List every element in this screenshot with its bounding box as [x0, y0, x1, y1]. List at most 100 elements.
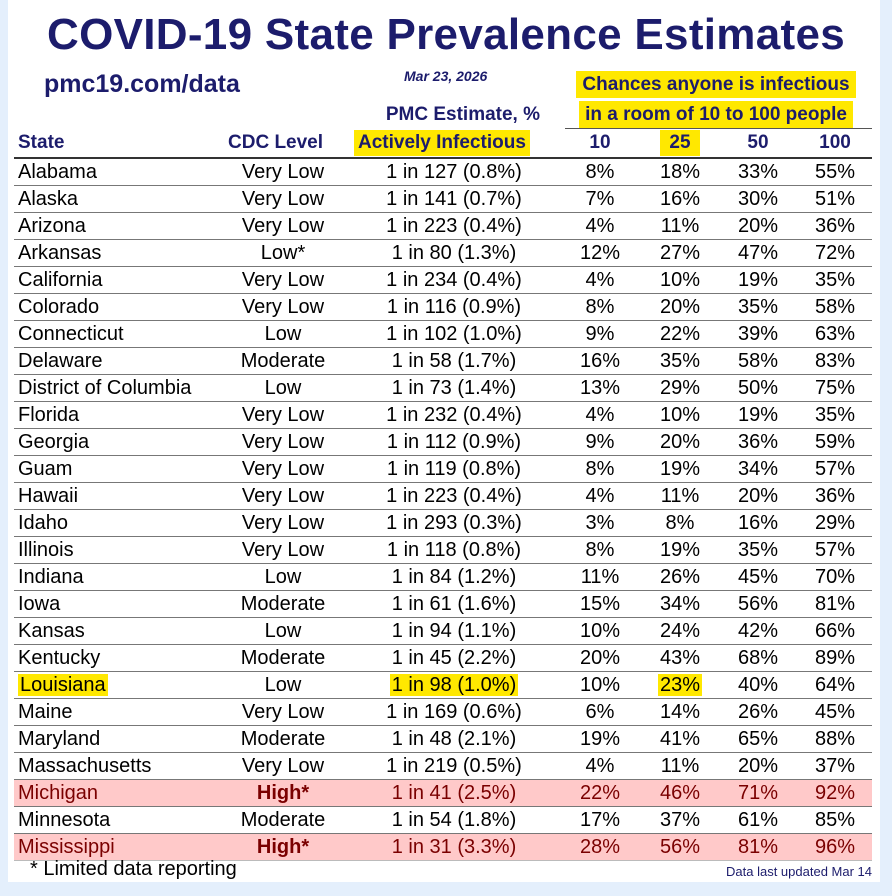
- table-row: Arkansas Low* 1 in 80 (1.3%) 12% 27% 47% 72%: [14, 239, 872, 267]
- chance-50-cell-text: 40%: [737, 674, 779, 696]
- chance-100-cell-text: 92%: [814, 782, 856, 804]
- state-cell: Idaho: [18, 510, 68, 536]
- chance-10-cell: 9%: [570, 429, 630, 455]
- chance-50-cell: 20%: [728, 213, 788, 239]
- state-cell-text: Mississippi: [18, 836, 115, 858]
- table-row: Delaware Moderate 1 in 58 (1.7%) 16% 35% 58% 8…: [14, 347, 872, 375]
- chance-25-cell-text: 43%: [659, 647, 701, 669]
- table-row: Maryland Moderate 1 in 48 (2.1%) 19% 41% 65% 8…: [14, 725, 872, 753]
- estimate-cell: 1 in 84 (1.2%): [369, 564, 539, 590]
- chance-100-cell-text: 35%: [814, 404, 856, 426]
- chance-25-cell: 41%: [650, 726, 710, 752]
- estimate-cell: 1 in 141 (0.7%): [369, 186, 539, 212]
- chance-50-cell-text: 39%: [737, 323, 779, 345]
- chance-10-cell-text: 7%: [585, 188, 615, 210]
- state-cell-text: Indiana: [18, 566, 84, 588]
- chance-10-cell-text: 4%: [585, 485, 615, 507]
- state-cell: Maryland: [18, 726, 100, 752]
- chance-50-cell-text: 50%: [737, 377, 779, 399]
- cdc-level-cell: Very Low: [214, 159, 352, 185]
- chance-25-cell: 37%: [650, 807, 710, 833]
- estimate-cell-text: 1 in 119 (0.8%): [386, 458, 522, 480]
- chance-50-cell-text: 35%: [737, 296, 779, 318]
- chance-50-cell-text: 61%: [737, 809, 779, 831]
- chance-25-cell: 8%: [650, 510, 710, 536]
- state-cell: Indiana: [18, 564, 84, 590]
- chance-100-cell: 89%: [805, 645, 865, 671]
- chance-100-cell: 88%: [805, 726, 865, 752]
- chance-50-cell: 47%: [728, 240, 788, 266]
- chance-25-cell: 11%: [650, 213, 710, 239]
- chance-50-cell-text: 65%: [737, 728, 779, 750]
- chance-25-cell-text: 27%: [659, 242, 701, 264]
- state-cell: Florida: [18, 402, 79, 428]
- table-row: Georgia Very Low 1 in 112 (0.9%) 9% 20% 36% 59…: [14, 428, 872, 456]
- estimate-cell-text: 1 in 232 (0.4%): [386, 404, 522, 426]
- state-cell-text: Arizona: [18, 215, 86, 237]
- chance-50-cell: 16%: [728, 510, 788, 536]
- estimate-cell: 1 in 234 (0.4%): [369, 267, 539, 293]
- cdc-level-cell: Low: [214, 375, 352, 401]
- chance-50-cell-text: 19%: [737, 404, 779, 426]
- chance-100-cell-text: 57%: [814, 539, 856, 561]
- cdc-level-cell: Moderate: [214, 807, 352, 833]
- chance-25-cell-text: 22%: [659, 323, 701, 345]
- estimate-cell: 1 in 73 (1.4%): [369, 375, 539, 401]
- chance-100-cell: 59%: [805, 429, 865, 455]
- estimate-cell-text: 1 in 102 (1.0%): [386, 323, 522, 345]
- chance-50-cell: 30%: [728, 186, 788, 212]
- chance-25-cell-text: 23%: [657, 674, 703, 696]
- chance-50-cell: 34%: [728, 456, 788, 482]
- chance-100-cell: 45%: [805, 699, 865, 725]
- chance-25-cell-text: 26%: [659, 566, 701, 588]
- estimate-cell: 1 in 31 (3.3%): [369, 834, 539, 860]
- chance-100-cell: 35%: [805, 402, 865, 428]
- chance-50-cell: 36%: [728, 429, 788, 455]
- state-cell: Alaska: [18, 186, 78, 212]
- cdc-level-cell: Moderate: [214, 591, 352, 617]
- cdc-level-cell-text: Low: [264, 566, 302, 588]
- cdc-level-cell: Very Low: [214, 429, 352, 455]
- chance-25-cell: 22%: [650, 321, 710, 347]
- chance-50-cell-text: 26%: [737, 701, 779, 723]
- state-cell: Louisiana: [18, 672, 108, 698]
- chance-10-cell: 20%: [570, 645, 630, 671]
- cdc-level-cell: Low*: [214, 240, 352, 266]
- chance-10-cell-text: 10%: [579, 620, 621, 642]
- state-cell: Iowa: [18, 591, 60, 617]
- chance-50-cell: 65%: [728, 726, 788, 752]
- chance-25-cell: 29%: [650, 375, 710, 401]
- chance-10-cell: 8%: [570, 456, 630, 482]
- cdc-level-cell-text: High*: [256, 782, 310, 804]
- state-cell: Mississippi: [18, 834, 115, 860]
- estimate-cell: 1 in 98 (1.0%): [369, 672, 539, 698]
- chance-50-cell-text: 36%: [737, 431, 779, 453]
- state-cell: Massachusetts: [18, 753, 151, 779]
- estimate-cell: 1 in 112 (0.9%): [369, 429, 539, 455]
- page-title: COVID-19 State Prevalence Estimates: [47, 10, 845, 59]
- cdc-level-cell: Very Low: [214, 402, 352, 428]
- chance-25-cell-text: 19%: [659, 458, 701, 480]
- chance-100-cell-text: 58%: [814, 296, 856, 318]
- table-row: Louisiana Low 1 in 98 (1.0%) 10% 23% 40% 64%: [14, 671, 872, 699]
- chance-10-cell: 11%: [570, 564, 630, 590]
- cdc-level-cell: Very Low: [214, 699, 352, 725]
- chance-25-cell-text: 24%: [659, 620, 701, 642]
- chance-10-cell: 4%: [570, 402, 630, 428]
- chance-100-cell: 29%: [805, 510, 865, 536]
- estimate-cell-text: 1 in 61 (1.6%): [391, 593, 517, 615]
- cdc-level-cell: High*: [214, 780, 352, 806]
- chance-100-cell-text: 57%: [814, 458, 856, 480]
- cdc-level-cell: Moderate: [214, 645, 352, 671]
- cdc-level-cell-text: Very Low: [241, 431, 325, 453]
- chance-25-cell: 11%: [650, 753, 710, 779]
- chance-50-cell-text: 58%: [737, 350, 779, 372]
- estimate-cell: 1 in 119 (0.8%): [369, 456, 539, 482]
- chance-10-cell-text: 28%: [579, 836, 621, 858]
- estimate-cell: 1 in 54 (1.8%): [369, 807, 539, 833]
- estimate-cell-text: 1 in 223 (0.4%): [386, 215, 522, 237]
- chance-50-cell-text: 30%: [737, 188, 779, 210]
- cdc-level-cell: Very Low: [214, 186, 352, 212]
- state-cell: California: [18, 267, 102, 293]
- cdc-level-cell: Very Low: [214, 537, 352, 563]
